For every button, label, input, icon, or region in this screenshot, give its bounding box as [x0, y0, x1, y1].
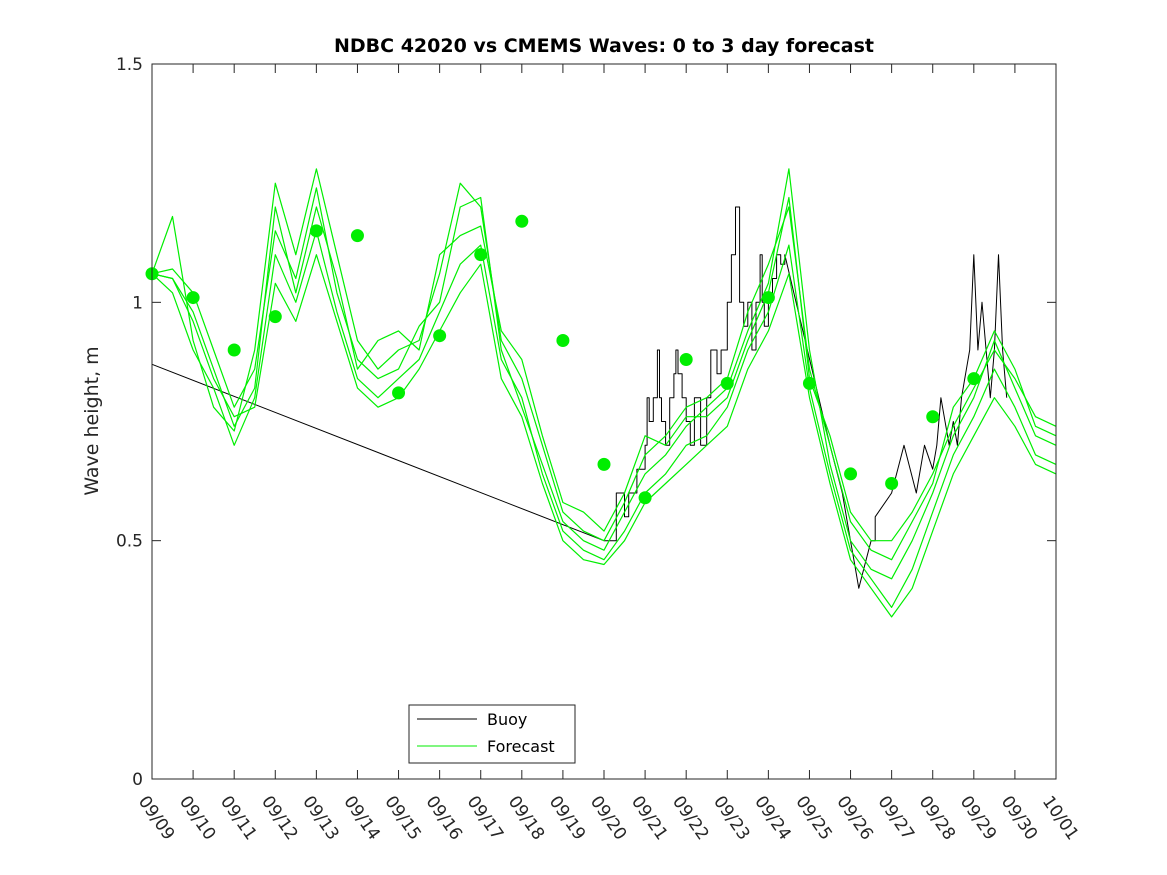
legend-box	[408, 704, 576, 764]
chart-title: NDBC 42020 vs CMEMS Waves: 0 to 3 day fo…	[334, 35, 874, 57]
forecast-point	[556, 333, 570, 347]
forecast-point	[802, 376, 816, 390]
forecast-point	[679, 353, 693, 367]
forecast-point	[515, 214, 529, 228]
y-tick-label: 0.5	[116, 532, 143, 552]
forecast-point	[309, 224, 323, 238]
forecast-point	[720, 376, 734, 390]
forecast-point	[186, 291, 200, 305]
forecast-point	[227, 343, 241, 357]
forecast-marker-layer	[145, 214, 981, 505]
forecast-point	[761, 291, 775, 305]
plot-area	[152, 64, 1056, 779]
y-ticks: 0 0.5 1 1.5	[116, 55, 1056, 790]
forecast-point	[967, 372, 981, 386]
legend-buoy-label: Buoy	[487, 710, 527, 729]
forecast-point	[885, 476, 899, 490]
y-tick-label: 1	[132, 293, 143, 313]
forecast-point	[597, 457, 611, 471]
forecast-series-line	[151, 254, 1057, 618]
legend-forecast-label: Forecast	[487, 737, 555, 756]
forecast-series-line	[151, 196, 1057, 542]
forecast-point	[844, 467, 858, 481]
forecast-point	[268, 310, 282, 324]
buoy-series-line	[151, 206, 1008, 589]
buoy-series-layer	[151, 206, 1008, 589]
forecast-series-line	[151, 168, 1057, 561]
y-tick-label: 1.5	[116, 55, 143, 75]
forecast-series-line	[151, 168, 1057, 580]
y-tick-label: 0	[132, 770, 143, 790]
forecast-point	[638, 491, 652, 505]
forecast-point	[392, 386, 406, 400]
forecast-point	[433, 329, 447, 343]
legend: Buoy Forecast	[408, 704, 576, 764]
y-axis-label: Wave height, m	[81, 346, 103, 495]
forecast-point	[926, 410, 940, 424]
forecast-series-line	[151, 230, 1057, 609]
forecast-series-layer	[151, 168, 1057, 618]
forecast-point	[350, 229, 364, 243]
forecast-point	[474, 248, 488, 262]
